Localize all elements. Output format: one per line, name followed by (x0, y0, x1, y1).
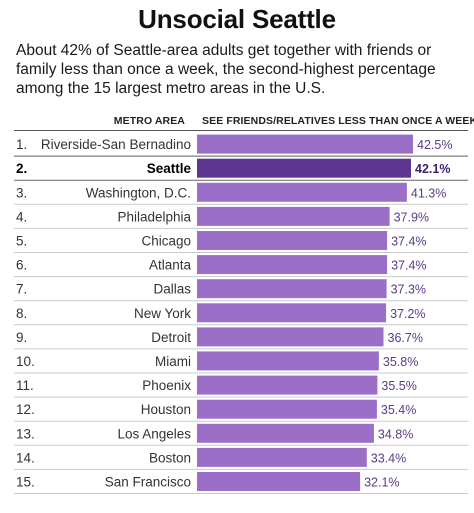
metro-label: New York (134, 306, 191, 321)
metro-label: Boston (149, 450, 191, 465)
value-label: 36.7% (388, 331, 423, 345)
metro-label: Los Angeles (117, 426, 191, 441)
rank-label: 10. (16, 354, 35, 369)
value-label: 37.3% (391, 283, 426, 297)
rank-label: 1. (16, 137, 27, 152)
chart-subtitle: About 42% of Seattle-area adults get tog… (16, 42, 436, 97)
metro-label: Seattle (147, 161, 192, 176)
value-label: 41.3% (411, 186, 446, 200)
bar (197, 447, 367, 467)
bar (197, 303, 387, 323)
value-label: 42.1% (415, 162, 450, 176)
metric-header: SEE FRIENDS/RELATIVES LESS THAN ONCE A W… (202, 115, 474, 127)
metro-label: Detroit (151, 330, 191, 345)
rank-label: 7. (16, 282, 27, 297)
value-label: 33.4% (371, 451, 406, 465)
metro-label: Phoenix (142, 378, 191, 393)
rank-label: 11. (16, 378, 34, 393)
value-label: 35.5% (381, 379, 416, 393)
rank-label: 15. (16, 475, 35, 490)
rank-label: 2. (16, 161, 27, 176)
bar (197, 399, 377, 419)
value-label: 37.4% (391, 259, 426, 273)
value-label: 35.4% (381, 403, 416, 417)
bar (197, 279, 387, 299)
value-label: 37.4% (391, 235, 426, 249)
metro-label: Chicago (141, 234, 191, 249)
value-label: 42.5% (417, 138, 452, 152)
value-label: 34.8% (378, 427, 413, 441)
rank-label: 3. (16, 185, 27, 200)
value-label: 35.8% (383, 355, 418, 369)
metro-label: Riverside-San Bernadino (41, 137, 191, 152)
rank-label: 14. (16, 450, 35, 465)
rank-label: 8. (16, 306, 27, 321)
bar (197, 134, 413, 154)
value-label: 32.1% (364, 476, 399, 490)
bar (197, 375, 378, 395)
value-label: 37.9% (394, 210, 429, 224)
chart-title: Unsocial Seattle (138, 4, 336, 34)
bar (197, 351, 379, 371)
bar (197, 255, 388, 275)
bar (197, 158, 411, 178)
bar (197, 423, 374, 443)
bar (197, 231, 388, 250)
metro-label: Atlanta (149, 258, 192, 273)
rank-label: 5. (16, 234, 27, 249)
metro-label: Washington, D.C. (86, 185, 191, 200)
bar (197, 327, 384, 347)
bar (197, 182, 407, 202)
metro-label: Miami (155, 354, 191, 369)
metro-label: San Francisco (105, 475, 191, 490)
bar (197, 206, 390, 226)
rank-label: 4. (16, 209, 27, 224)
rank-label: 6. (16, 258, 27, 273)
rank-label: 13. (16, 426, 35, 441)
metro-label: Dallas (153, 282, 191, 297)
metro-label: Philadelphia (117, 209, 191, 224)
bar (197, 472, 361, 491)
metro-area-header: METRO AREA (113, 115, 185, 127)
value-label: 37.2% (390, 307, 425, 321)
rank-label: 12. (16, 402, 35, 417)
metro-label: Houston (141, 402, 191, 417)
rank-label: 9. (16, 330, 27, 345)
column-headers: METRO AREA SEE FRIENDS/RELATIVES LESS TH… (14, 114, 474, 131)
